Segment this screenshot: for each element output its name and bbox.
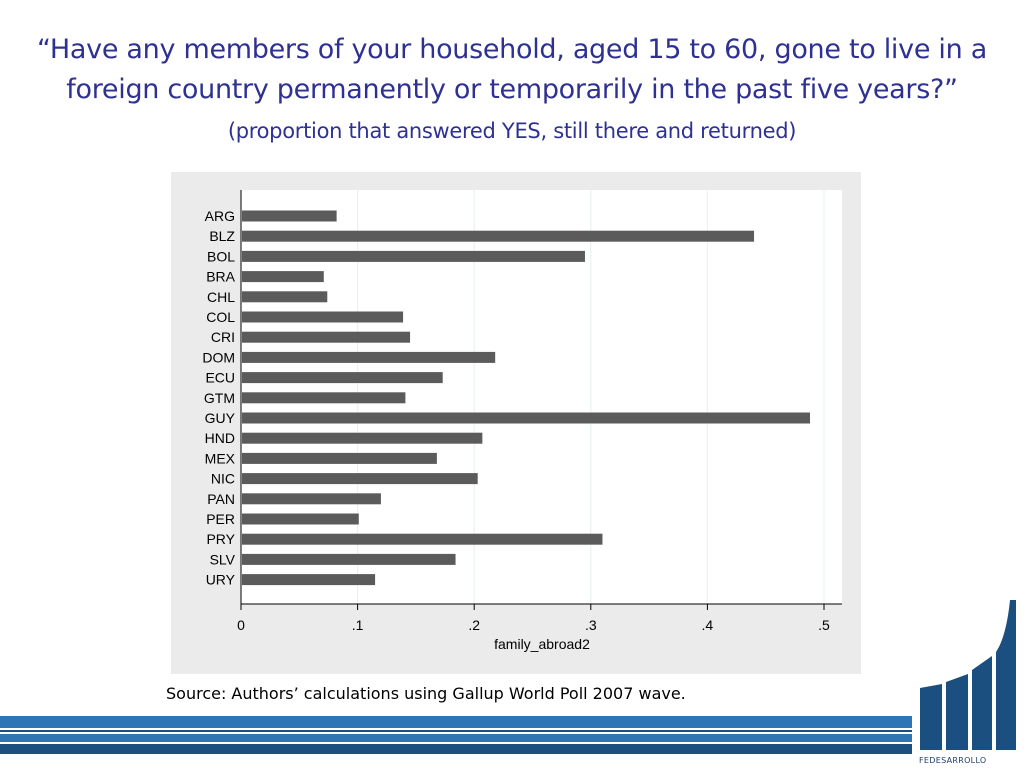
category-label: COL <box>206 309 235 325</box>
bar-arg <box>242 210 337 222</box>
bar-guy <box>242 412 811 424</box>
bar-col <box>242 311 404 323</box>
bar-dom <box>242 351 496 363</box>
bar-blz <box>242 230 755 242</box>
category-label: SLV <box>210 551 236 567</box>
category-label: BOL <box>207 248 235 264</box>
category-label: CRI <box>211 329 235 345</box>
category-label: PER <box>206 511 235 527</box>
category-label: URY <box>206 572 236 588</box>
bar-per <box>242 513 359 525</box>
bar-slv <box>242 553 456 565</box>
category-label: PRY <box>206 531 235 547</box>
bar-chart: ARG BLZ BOL BRA CHL COL CRI DOM ECU GTM GUY HND MEX N… <box>202 190 842 652</box>
category-label: ECU <box>205 370 235 386</box>
x-axis-label: family_abroad2 <box>494 636 590 652</box>
category-label: NIC <box>211 471 235 487</box>
bar-chl <box>242 291 328 303</box>
x-tick-label: .1 <box>352 617 364 633</box>
bar-nic <box>242 473 478 485</box>
bar-ecu <box>242 372 443 384</box>
x-axis: 0 .1 .2 .3 .4 .5 <box>237 190 842 633</box>
x-tick-label: .5 <box>818 617 830 633</box>
x-tick-label: .4 <box>702 617 714 633</box>
footer-stripes <box>0 716 912 754</box>
source-note: Source: Authors’ calculations using Gall… <box>166 684 686 703</box>
title-subtitle: (proportion that answered YES, still the… <box>227 119 797 143</box>
slide-title: “Have any members of your household, age… <box>20 30 1004 151</box>
category-label: ARG <box>205 208 235 224</box>
x-tick-label: .2 <box>468 617 480 633</box>
category-label: GTM <box>204 390 235 406</box>
category-label: HND <box>205 430 235 446</box>
bar-cri <box>242 331 411 343</box>
x-tick-label: .3 <box>585 617 597 633</box>
title-main: “Have any members of your household, age… <box>37 34 987 105</box>
bar-mex <box>242 452 437 464</box>
category-label: BRA <box>206 269 235 285</box>
category-label: BLZ <box>209 228 235 244</box>
bar-gtm <box>242 392 406 404</box>
fedesarrollo-logo <box>920 600 1016 750</box>
category-label: PAN <box>207 491 235 507</box>
category-label: GUY <box>205 410 236 426</box>
category-label: CHL <box>207 289 235 305</box>
bar-pry <box>242 533 603 545</box>
bars <box>242 210 811 586</box>
bar-pan <box>242 493 381 505</box>
chart-panel: ARG BLZ BOL BRA CHL COL CRI DOM ECU GTM GUY HND MEX N… <box>171 172 861 674</box>
x-tick-label: 0 <box>237 617 245 633</box>
logo-text: FEDESARROLLO <box>919 756 987 765</box>
bar-bra <box>242 271 324 283</box>
category-label: MEX <box>205 450 236 466</box>
bar-bol <box>242 250 585 262</box>
category-labels: ARG BLZ BOL BRA CHL COL CRI DOM ECU GTM GUY HND MEX N… <box>202 208 235 588</box>
bar-hnd <box>242 432 483 444</box>
category-label: DOM <box>202 349 235 365</box>
bar-ury <box>242 574 376 586</box>
